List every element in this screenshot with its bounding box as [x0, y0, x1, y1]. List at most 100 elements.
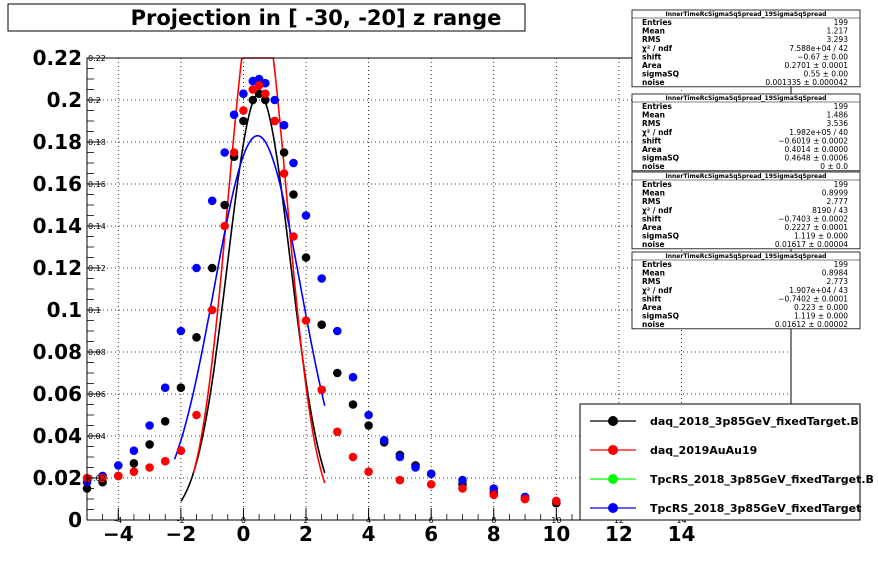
stats-key: RMS [642, 119, 661, 128]
y-tick-label: 0.2 [47, 88, 82, 112]
point-1 [333, 427, 342, 437]
x-upper-tick-label: -4 [114, 516, 122, 525]
y-inner-tick-label: 0.14 [88, 222, 106, 231]
stats-key: Entries [642, 18, 672, 27]
y-inner-tick-label: 0.16 [88, 180, 106, 189]
stats-value: 0.8999 [822, 189, 848, 198]
x-tick-label: 10 [542, 522, 570, 546]
point-3 [301, 211, 311, 220]
stats-key: sigmaSQ [642, 312, 679, 321]
point-3 [489, 484, 499, 493]
point-1 [229, 148, 239, 157]
y-tick-label: 0.14 [33, 214, 82, 238]
y-tick-label: 0.06 [33, 382, 82, 406]
x-tick-label: 4 [362, 522, 376, 546]
stats-value: 1.982e+05 / 40 [789, 128, 848, 137]
point-3 [220, 148, 229, 157]
stats-value: 2.777 [827, 197, 849, 206]
legend-label-1: daq_2019AuAu19 [650, 444, 757, 457]
stats-value: 0.8984 [822, 269, 848, 278]
stats-box-title: InnerTimeRcSigmaSqSpread_19SigmaSqSpread [666, 11, 827, 18]
stats-box-title: InnerTimeRcSigmaSqSpread_19SigmaSqSpread [666, 95, 827, 102]
point-1 [261, 89, 270, 98]
point-0 [279, 148, 289, 157]
stats-value: 1.217 [827, 27, 849, 36]
point-3 [160, 383, 170, 393]
point-3 [379, 435, 389, 445]
y-inner-tick-label: 0.02 [88, 474, 106, 483]
stats-value: 1.907e+04 / 43 [789, 286, 848, 295]
stats-key: shift [642, 52, 662, 61]
stats-key: RMS [642, 35, 661, 44]
stats-key: sigmaSQ [642, 70, 679, 79]
point-1 [317, 385, 327, 395]
point-3 [239, 89, 248, 98]
stats-key: Mean [642, 189, 665, 198]
legend-marker-3 [608, 503, 618, 513]
point-1 [489, 490, 499, 500]
stats-key: sigmaSQ [642, 232, 679, 241]
stats-value: −0.7403 ± 0.0002 [778, 214, 848, 223]
point-1 [458, 484, 467, 493]
point-0 [192, 333, 201, 342]
stats-key: RMS [642, 197, 661, 206]
point-0 [333, 368, 342, 378]
y-tick-label: 0.04 [33, 424, 82, 448]
point-0 [348, 400, 358, 409]
stats-box-3 [631, 251, 861, 330]
stats-value: 0.2701 ± 0.0001 [784, 61, 848, 70]
stats-value: 1.119 ± 0.000 [794, 232, 848, 241]
point-1 [395, 475, 405, 485]
y-tick-label: 0 [68, 508, 82, 532]
legend-label-3: TpcRS_2018_3p85GeV_fixedTarget [650, 502, 861, 515]
stats-value: 199 [834, 180, 849, 189]
x-tick-label: 6 [424, 522, 438, 546]
point-0 [176, 383, 186, 393]
stats-key: Mean [642, 111, 665, 120]
stats-boxes: InnerTimeRcSigmaSqSpread_19SigmaSqSpread… [631, 9, 861, 330]
x-upper-tick-label: 2 [303, 516, 308, 525]
point-0 [160, 417, 170, 426]
legend-box [579, 403, 861, 521]
stats-value: 1.119 ± 0.000 [794, 312, 848, 321]
point-1 [192, 410, 201, 420]
data-points [82, 74, 561, 508]
fit-curve-2 [173, 134, 326, 460]
y-inner-tick-label: 0.12 [88, 264, 106, 273]
stats-box-0 [631, 9, 861, 88]
point-1 [145, 463, 154, 472]
point-1 [160, 456, 170, 466]
stats-value: 199 [834, 18, 849, 27]
point-0 [364, 421, 373, 430]
stats-key: Entries [642, 180, 672, 189]
y-inner-tick-label: 0.1 [88, 306, 101, 315]
point-3 [289, 158, 298, 168]
stats-value: 1.486 [827, 111, 849, 120]
x-tick-label: −4 [103, 522, 134, 546]
point-3 [317, 274, 327, 283]
stats-value: −0.7402 ± 0.0001 [778, 294, 848, 303]
point-3 [254, 74, 264, 84]
stats-value: 0.4014 ± 0.0000 [784, 145, 848, 154]
x-upper-tick-label: -2 [177, 516, 185, 525]
point-1 [348, 452, 358, 462]
point-3 [207, 196, 217, 206]
stats-value: 0 ± 0.0 [820, 162, 848, 171]
point-0 [261, 95, 270, 105]
point-3 [411, 463, 420, 472]
point-3 [114, 461, 123, 470]
y-tick-label: 0.18 [33, 130, 82, 154]
stats-key: Area [642, 145, 662, 154]
point-3 [458, 475, 467, 485]
point-3 [192, 263, 201, 273]
point-1 [207, 305, 217, 315]
legend-label-0: daq_2018_3p85GeV_fixedTarget.B [650, 415, 859, 428]
stats-value: 3.536 [827, 119, 849, 128]
point-3 [176, 326, 186, 336]
point-1 [220, 221, 229, 231]
point-0 [145, 440, 154, 449]
point-1 [301, 316, 311, 325]
y-inner-tick-label: 0.2 [88, 96, 101, 105]
y-inner-tick-label: 0.06 [88, 390, 106, 399]
